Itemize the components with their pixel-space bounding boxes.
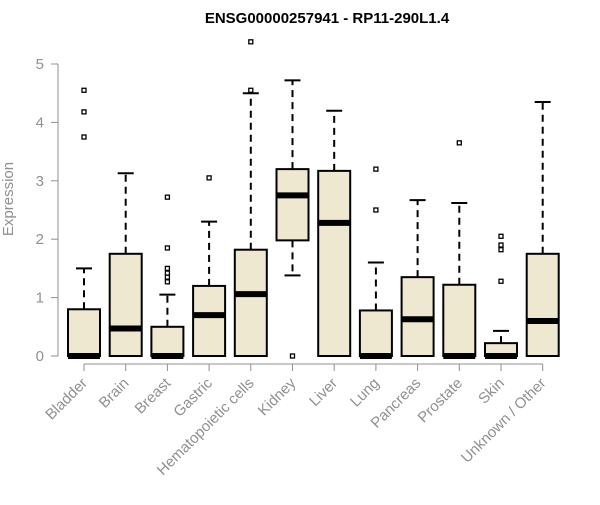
box-kidney xyxy=(275,79,310,359)
y-axis-label: Expression xyxy=(0,162,17,236)
outlier-point xyxy=(498,233,504,239)
box-body xyxy=(67,308,101,357)
x-tick-label: Kidney xyxy=(255,374,300,419)
box-liver xyxy=(317,109,352,357)
outlier-point xyxy=(206,175,212,181)
y-tick-label: 2 xyxy=(36,231,44,248)
outlier-point xyxy=(164,194,171,200)
outlier-point xyxy=(498,247,504,253)
box-hematopoietic-cells xyxy=(233,39,268,358)
x-tick-label: Breast xyxy=(132,374,175,417)
y-tick-label: 1 xyxy=(36,290,44,307)
outlier-point xyxy=(373,207,379,213)
box-gastric xyxy=(192,175,227,358)
outlier-point xyxy=(456,140,462,146)
x-tick-label: Liver xyxy=(306,375,341,410)
plot-area xyxy=(67,39,560,359)
outlier-point xyxy=(498,278,504,284)
x-tick-label: Bladder xyxy=(42,375,91,424)
x-tick-label: Brain xyxy=(96,375,133,412)
box-prostate xyxy=(442,140,477,359)
box-breast xyxy=(150,194,185,359)
y-axis: 0 1 2 3 4 5 xyxy=(36,56,59,365)
outlier-point xyxy=(248,39,254,45)
x-tick-label: Lung xyxy=(347,375,383,411)
box-lung xyxy=(358,166,393,359)
y-tick-label: 3 xyxy=(36,173,44,190)
box-brain xyxy=(108,172,143,357)
outlier-point xyxy=(164,245,171,251)
y-tick-label: 0 xyxy=(36,348,44,365)
box-body xyxy=(275,168,310,242)
outlier-point xyxy=(373,166,379,172)
x-tick-label: Skin xyxy=(475,375,508,408)
outlier-point xyxy=(81,109,87,115)
outlier-point xyxy=(248,87,254,93)
y-tick-label: 5 xyxy=(36,56,44,73)
box-bladder xyxy=(67,87,101,359)
outlier-point xyxy=(81,87,87,93)
box-body xyxy=(233,248,268,358)
box-body xyxy=(358,309,393,357)
box-body xyxy=(317,169,352,357)
box-pancreas xyxy=(400,199,435,357)
x-tick-label: Prostate xyxy=(415,375,467,427)
outlier-point xyxy=(164,279,171,285)
outlier-point xyxy=(289,353,296,359)
box-body xyxy=(525,252,560,357)
outlier-point xyxy=(164,274,171,280)
box-skin xyxy=(484,233,518,359)
box-body xyxy=(150,325,185,357)
box-body xyxy=(192,284,227,358)
chart-title: ENSG00000257941 - RP11-290L1.4 xyxy=(205,10,450,27)
box-body xyxy=(442,283,477,358)
box-body xyxy=(108,252,143,357)
outlier-point xyxy=(164,270,171,276)
box-unknown-other xyxy=(525,100,560,357)
outlier-point xyxy=(498,242,504,248)
outlier-point xyxy=(164,265,171,272)
outlier-point xyxy=(81,134,87,140)
y-tick-label: 4 xyxy=(36,114,44,131)
